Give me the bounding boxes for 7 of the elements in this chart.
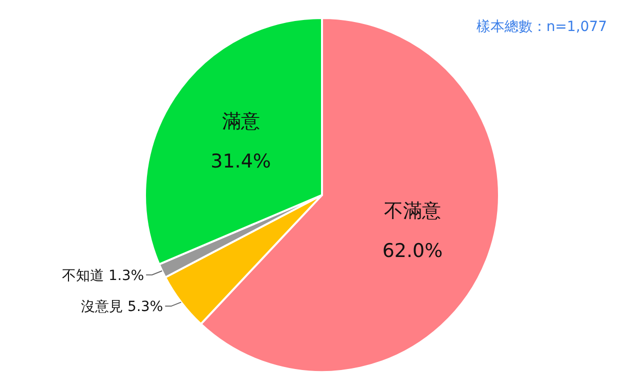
text: 樣本總數：n=1,077 (476, 18, 607, 36)
slice-label: 不滿意 (384, 200, 442, 222)
slice-label: 不知道 1.3% (62, 268, 144, 284)
slice-label: 沒意見 5.3% (81, 299, 164, 316)
slice-label: 滿意 (222, 110, 260, 132)
data-label: 31.4% (210, 150, 271, 172)
data-label: 62.0% (382, 240, 443, 262)
